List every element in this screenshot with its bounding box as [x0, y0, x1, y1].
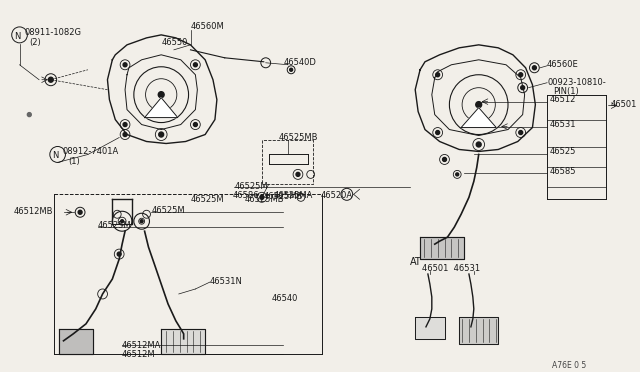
Text: N: N — [52, 151, 58, 160]
Text: 46512MA: 46512MA — [122, 341, 161, 350]
Text: 46525MB: 46525MB — [244, 195, 284, 204]
Text: 46501  46531: 46501 46531 — [422, 264, 480, 273]
Circle shape — [49, 77, 53, 82]
Text: PIN(1): PIN(1) — [553, 87, 579, 96]
Text: 46525M: 46525M — [152, 206, 185, 215]
Circle shape — [290, 68, 292, 71]
Text: 00923-10810-: 00923-10810- — [547, 78, 606, 87]
Circle shape — [158, 92, 164, 98]
Circle shape — [140, 220, 143, 223]
Circle shape — [78, 210, 82, 214]
Circle shape — [436, 131, 440, 135]
Polygon shape — [145, 98, 178, 118]
Circle shape — [193, 63, 197, 67]
Text: 46531: 46531 — [550, 119, 577, 129]
Text: 08912-7401A: 08912-7401A — [63, 147, 119, 157]
Text: N: N — [13, 32, 20, 41]
Text: 46512: 46512 — [550, 94, 577, 104]
Circle shape — [296, 172, 300, 176]
Text: 46540: 46540 — [271, 294, 298, 303]
Text: 46525MA: 46525MA — [273, 191, 313, 201]
Text: 46520A: 46520A — [321, 191, 353, 201]
Polygon shape — [461, 108, 496, 128]
Circle shape — [159, 132, 164, 137]
Text: 46585: 46585 — [550, 167, 577, 176]
Text: 46560E: 46560E — [547, 60, 579, 69]
Circle shape — [260, 195, 264, 199]
Circle shape — [476, 102, 482, 108]
Text: 46540D: 46540D — [284, 58, 316, 67]
Text: A76E 0 5: A76E 0 5 — [552, 361, 586, 370]
Text: 46531N: 46531N — [210, 277, 243, 286]
Text: 46525: 46525 — [550, 147, 577, 157]
Circle shape — [123, 63, 127, 67]
Text: 46501: 46501 — [611, 100, 637, 109]
Circle shape — [28, 113, 31, 116]
Circle shape — [521, 86, 525, 90]
Text: 46560M: 46560M — [191, 22, 224, 31]
Text: 46525M: 46525M — [191, 195, 224, 204]
Text: 46525MB: 46525MB — [264, 192, 303, 201]
Circle shape — [123, 132, 127, 137]
Circle shape — [519, 131, 523, 135]
Circle shape — [532, 66, 536, 70]
Polygon shape — [59, 329, 93, 354]
Text: 46550: 46550 — [161, 38, 188, 47]
Text: 46525M: 46525M — [234, 182, 268, 191]
Text: AT: AT — [410, 257, 422, 267]
Circle shape — [193, 122, 197, 126]
Text: 46512M: 46512M — [122, 350, 156, 359]
Circle shape — [519, 73, 523, 77]
Text: 08911-1082G: 08911-1082G — [24, 28, 81, 37]
Circle shape — [123, 122, 127, 126]
Polygon shape — [415, 317, 445, 339]
Text: 46525MB: 46525MB — [278, 132, 318, 141]
Circle shape — [442, 157, 447, 161]
Circle shape — [121, 220, 124, 223]
Polygon shape — [161, 329, 205, 354]
Circle shape — [456, 173, 459, 176]
Text: (2): (2) — [29, 38, 41, 47]
Text: 46525M: 46525M — [98, 221, 131, 230]
Text: 46512MB: 46512MB — [13, 207, 53, 216]
Circle shape — [476, 142, 481, 147]
Polygon shape — [420, 237, 464, 259]
Polygon shape — [459, 317, 499, 344]
Text: (1): (1) — [68, 157, 80, 166]
Text: 46586: 46586 — [232, 191, 259, 201]
Circle shape — [117, 252, 121, 256]
Circle shape — [436, 73, 440, 77]
